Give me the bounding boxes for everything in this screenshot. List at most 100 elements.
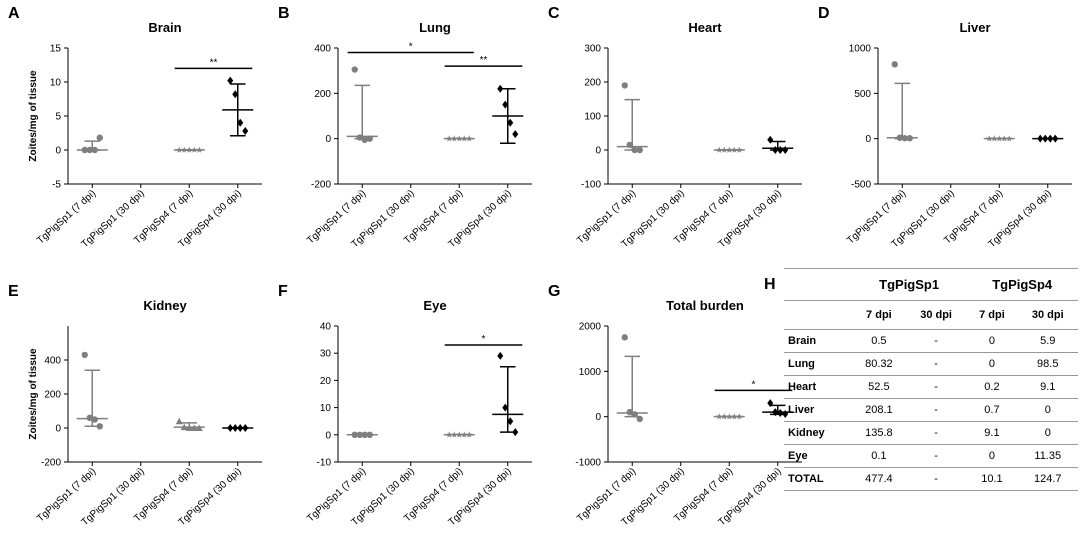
y-tick-label: -200 <box>311 180 331 191</box>
y-tick-label: 30 <box>320 349 332 360</box>
cell: 0 <box>966 352 1018 376</box>
y-tick-label: 400 <box>314 44 331 55</box>
point <box>631 146 638 154</box>
point <box>731 146 738 153</box>
y-tick-label: 200 <box>44 390 61 401</box>
chart-title: Kidney <box>143 298 187 313</box>
point <box>91 416 98 423</box>
cell: - <box>905 467 967 491</box>
cell: - <box>905 421 967 445</box>
point <box>772 408 779 417</box>
subheader-row: 7 dpi 30 dpi 7 dpi 30 dpi <box>784 300 1078 330</box>
panel-label: H <box>764 276 776 293</box>
group-header: TgPigSp1 <box>851 268 967 301</box>
point <box>186 146 193 153</box>
y-tick-label: 0 <box>595 412 601 423</box>
point <box>191 146 198 153</box>
y-tick-label: 200 <box>314 89 331 100</box>
significance-label: * <box>409 42 413 53</box>
column-header: 30 dpi <box>905 300 967 330</box>
column-header: 7 dpi <box>851 300 906 330</box>
point <box>767 135 774 144</box>
cell: 52.5 <box>851 375 906 399</box>
point <box>86 146 93 154</box>
point <box>497 351 504 360</box>
row-header: Heart <box>784 375 852 399</box>
y-tick-label: 10 <box>320 403 332 414</box>
cell: 124.7 <box>1017 467 1078 491</box>
cell: 0 <box>966 444 1018 468</box>
point <box>782 146 789 154</box>
cell: 0 <box>966 329 1018 353</box>
row-header: Brain <box>784 329 852 353</box>
header-row: TgPigSp1 TgPigSp4 <box>784 268 1078 301</box>
point <box>96 134 103 141</box>
point <box>242 126 249 135</box>
row-header: Kidney <box>784 421 852 445</box>
point <box>456 135 463 142</box>
point <box>86 414 93 421</box>
significance-label: ** <box>210 57 218 68</box>
y-tick-label: 5 <box>55 112 61 123</box>
cell: 208.1 <box>851 398 906 422</box>
point <box>366 135 373 142</box>
table: TgPigSp1 TgPigSp4 7 dpi 30 dpi 7 dpi 30 dpi Br… <box>784 268 1078 491</box>
cell: 9.1 <box>966 421 1018 445</box>
y-tick-label: 200 <box>584 78 601 89</box>
chart-title: Brain <box>148 20 181 35</box>
point <box>777 146 784 154</box>
point <box>502 403 509 412</box>
point <box>466 431 473 438</box>
point <box>626 408 633 416</box>
point <box>731 413 738 420</box>
panel-label: G <box>548 283 560 300</box>
cell: 0.1 <box>851 444 906 468</box>
point <box>626 141 633 149</box>
row-header: TOTAL <box>784 467 852 491</box>
point <box>196 146 203 153</box>
point <box>466 135 473 142</box>
y-tick-label: 400 <box>44 356 61 367</box>
point <box>242 424 249 432</box>
point <box>461 135 468 142</box>
point <box>232 424 239 432</box>
cell: 0 <box>1017 421 1078 445</box>
point <box>636 415 643 423</box>
point <box>180 423 188 431</box>
corner <box>784 268 852 301</box>
point <box>451 135 458 142</box>
column-header: 7 dpi <box>966 300 1018 330</box>
point <box>190 424 198 431</box>
point <box>446 135 453 142</box>
point <box>726 413 733 420</box>
chart-title: Liver <box>959 20 990 35</box>
panel-label: D <box>818 5 830 22</box>
table-row: TOTAL 477.4-10.1 124.7 <box>784 467 1078 491</box>
chart-title: Heart <box>688 20 722 35</box>
y-tick-label: 0 <box>325 430 331 441</box>
cell: 80.32 <box>851 352 906 376</box>
point <box>896 134 903 141</box>
point <box>185 424 193 431</box>
y-tick-label: 1000 <box>849 44 872 55</box>
point <box>175 417 183 425</box>
point <box>726 146 733 153</box>
chart-title: Eye <box>423 298 446 313</box>
y-tick-label: 40 <box>320 322 332 333</box>
point <box>181 146 188 153</box>
point <box>772 146 779 154</box>
y-axis-label: Zoites/mg of tissue <box>28 348 39 440</box>
point <box>232 90 239 99</box>
point <box>1006 135 1013 142</box>
point <box>356 134 363 141</box>
point <box>736 146 743 153</box>
point <box>991 135 998 142</box>
point <box>1042 134 1049 143</box>
point <box>497 84 504 93</box>
point <box>716 146 723 153</box>
y-tick-label: 100 <box>584 112 601 123</box>
point <box>366 431 373 438</box>
table-row: Brain 0.5-0 5.9 <box>784 329 1078 353</box>
cell: 0 <box>1017 398 1078 422</box>
point <box>636 146 643 154</box>
